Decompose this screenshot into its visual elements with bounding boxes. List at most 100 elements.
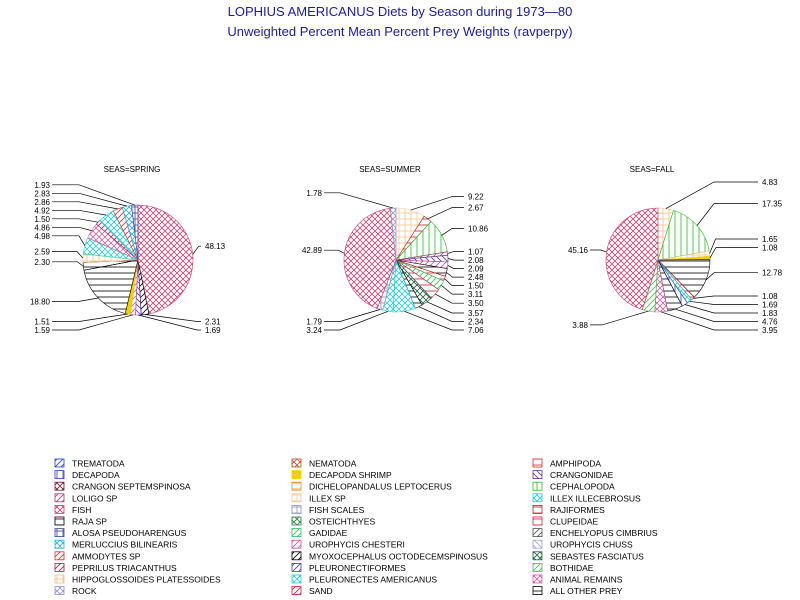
leader-line (693, 295, 758, 299)
leader-line (446, 272, 464, 278)
legend-swatch (54, 504, 65, 514)
legend-label: ALL OTHER PREY (550, 586, 623, 596)
legend-label: ROCK (72, 586, 97, 596)
pie-slice-fish (137, 204, 194, 315)
data-label: 1.69 (762, 301, 778, 310)
legend-item-illex-sp: ILLEX SP (291, 493, 346, 503)
legend-label: UROPHYCIS CHESTERI (309, 540, 405, 550)
pie-title: SEAS=SUMMER (359, 165, 421, 174)
legend-item-animal-remains: ANIMAL REMAINS (532, 575, 623, 585)
legend-item-amphipoda: AMPHIPODA (532, 459, 601, 469)
legend-swatch (291, 574, 302, 584)
legend-swatch (54, 493, 65, 503)
legend-label: NEMATODA (309, 459, 357, 469)
legend-swatch (54, 551, 65, 561)
legend-item-ammodytes-sp: AMMODYTES SP (54, 551, 141, 561)
data-label: 2.48 (468, 273, 484, 282)
legend-swatch (532, 516, 543, 526)
data-label: 12.78 (762, 269, 783, 278)
data-label: 9.22 (468, 193, 484, 202)
leader-line (52, 261, 84, 267)
legend-label: UROPHYCIS CHUSS (550, 540, 633, 550)
leader-line (138, 314, 201, 331)
legend-swatch (532, 586, 543, 595)
data-label: 1.83 (762, 309, 778, 318)
legend-item-trematoda: TREMATODA (54, 459, 125, 469)
leader-line (447, 258, 464, 261)
data-label: 17.35 (762, 200, 783, 209)
data-label: 2.30 (34, 258, 50, 267)
legend-item-cephalopoda: CEPHALOPODA (532, 481, 615, 492)
leader-line (590, 310, 649, 326)
legend-swatch (532, 551, 543, 561)
legend-label: DECAPODA (72, 470, 120, 480)
data-label: 1.08 (762, 292, 778, 301)
legend-label: MERLUCCIUS BILINEARIS (72, 540, 178, 550)
legend-swatch (291, 504, 302, 514)
legend-item-enchelyopus-cimbrius: ENCHELYOPUS CIMBRIUS (532, 528, 658, 538)
leader-line (444, 278, 464, 286)
legend-swatch (291, 586, 302, 595)
leader-line (689, 300, 758, 305)
legend-item-nematoda: NEMATODA (291, 459, 357, 469)
data-label: 4.86 (34, 223, 50, 232)
legend-label: DECAPODA SHRIMP (309, 470, 392, 480)
data-label: 1.69 (205, 326, 221, 335)
data-label: 2.31 (205, 318, 221, 327)
pie-slice-cephalopoda (657, 209, 710, 261)
chart-title: LOPHIUS AMERICANUS Diets by Season durin… (227, 4, 573, 19)
legend-item-fish: FISH (54, 504, 91, 515)
legend-item-raja-sp: RAJA SP (54, 517, 107, 527)
data-label: 3.50 (468, 299, 484, 308)
legend-label: PEPRILUS TRIACANTHUS (72, 563, 177, 573)
data-label: 18.80 (30, 297, 51, 306)
legend-swatch (532, 481, 543, 491)
chart-subtitle: Unweighted Percent Mean Percent Prey Wei… (227, 24, 573, 39)
legend-swatch (291, 516, 302, 526)
legend-swatch (532, 539, 543, 549)
legend-swatch (291, 470, 302, 480)
legend-item-decapoda-shrimp: DECAPODA SHRIMP (291, 470, 392, 480)
leader-line (52, 226, 92, 231)
legend-swatch (54, 470, 65, 480)
legend-label: DICHELOPANDALUS LEPTOCERUS (309, 482, 452, 492)
leader-line (52, 201, 118, 210)
legend-label: HIPPOGLOSSOIDES PLATESSOIDES (72, 575, 221, 585)
legend-swatch (291, 493, 302, 503)
leader-line (52, 184, 135, 206)
leader-line (684, 304, 758, 314)
leader-line (324, 311, 388, 331)
legend-item-rajiformes: RAJIFORMES (532, 504, 605, 515)
leader-line (705, 272, 758, 281)
leader-line (709, 247, 758, 259)
legend-item-loligo-sp: LOLIGO SP (54, 493, 118, 503)
legend-item-crangon-septemspinosa: CRANGON SEPTEMSPINOSA (54, 482, 191, 492)
legend-label: SEBASTES FASCIATUS (550, 551, 644, 561)
legend-item-sand: SAND (291, 586, 333, 596)
leader-line (192, 245, 201, 255)
data-label: 3.95 (762, 326, 778, 335)
legend-label: CRANGON SEPTEMSPINOSA (72, 482, 191, 492)
data-label: 1.07 (468, 248, 484, 257)
legend-item-myoxocephalus-octodecemspinosus: MYOXOCEPHALUS OCTODECEMSPINOSUS (291, 551, 488, 561)
data-label: 10.86 (468, 225, 489, 234)
legend-label: GADIDAE (309, 528, 348, 538)
pie-title: SEAS=SPRING (104, 165, 161, 174)
data-label: 1.50 (34, 215, 50, 224)
legend-item-urophycis-chuss: UROPHYCIS CHUSS (532, 539, 633, 550)
legend-item-crangonidae: CRANGONIDAE (532, 470, 614, 480)
leader-line (52, 209, 107, 216)
leader-line (404, 310, 464, 331)
legend-label: ENCHELYOPUS CIMBRIUS (550, 528, 658, 538)
data-label: 2.67 (468, 204, 484, 213)
legend-swatch (532, 504, 543, 514)
leader-line (661, 311, 758, 331)
legend-label: ILLEX ILLECEBROSUS (550, 493, 641, 503)
legend-item-sebastes-fasciatus: SEBASTES FASCIATUS (532, 551, 644, 561)
legend-label: CLUPEIDAE (550, 517, 599, 527)
legend-label: RAJA SP (72, 517, 107, 527)
pie-seas-summer: SEAS=SUMMER 9.22 2.67 10.86 1.072.082.092.48… (302, 165, 489, 335)
legend-item-merluccius-bilinearis: MERLUCCIUS BILINEARIS (54, 540, 178, 550)
legend-item-osteichthyes: OSTEICHTHYES (291, 516, 375, 527)
data-label: 1.59 (34, 326, 50, 335)
